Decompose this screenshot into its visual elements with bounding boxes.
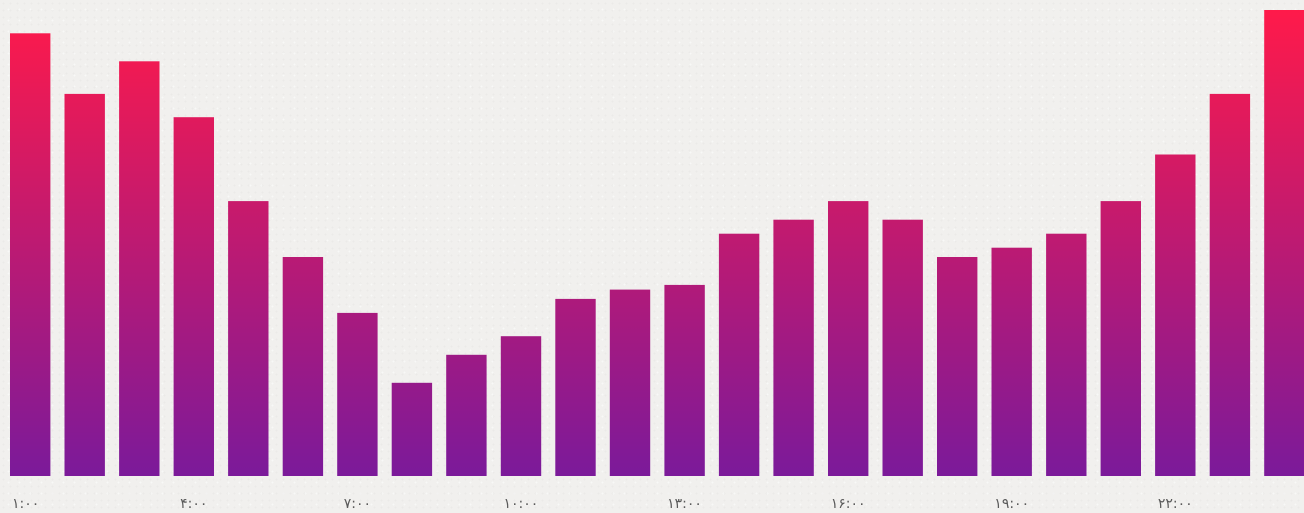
bar-9	[446, 354, 487, 476]
bar-14	[718, 233, 760, 476]
bar-13	[664, 284, 705, 476]
x-tick-label: ۱:۰۰	[12, 496, 39, 512]
bar-6	[282, 257, 324, 476]
bar-19	[991, 247, 1032, 476]
x-tick-label: ۲۲:۰۰	[1158, 496, 1193, 512]
bar-15	[773, 219, 814, 476]
bar-10	[500, 336, 542, 476]
bar-11	[555, 298, 596, 476]
x-tick-label: ۱۹:۰۰	[994, 496, 1029, 512]
x-tick-label: ۱۰:۰۰	[504, 496, 539, 512]
bar-2	[64, 93, 105, 477]
bar-4	[173, 117, 214, 476]
bar-8	[391, 382, 433, 476]
x-tick-label: ۱۶:۰۰	[831, 496, 866, 512]
x-tick-label: ۱۳:۰۰	[667, 496, 702, 512]
x-tick-label: ۷:۰۰	[344, 496, 371, 512]
bar-17	[882, 219, 923, 476]
bar-22	[1155, 154, 1196, 476]
bar-23	[1209, 93, 1251, 477]
x-tick-label: ۴:۰۰	[180, 496, 207, 512]
bar-3	[119, 61, 160, 477]
bar-7	[337, 312, 378, 476]
bar-12	[609, 289, 651, 476]
x-tick-labels: ۱:۰۰ ۴:۰۰ ۷:۰۰ ۱۰:۰۰ ۱۳:۰۰ ۱۶:۰۰ ۱۹:۰۰ ۲۲:۰۰	[12, 496, 1193, 512]
bar-21	[1100, 201, 1141, 476]
bars-group	[10, 10, 1304, 477]
bar-5	[228, 201, 269, 476]
bar-16	[828, 201, 869, 476]
bar-18	[937, 257, 978, 476]
bar-1	[10, 33, 51, 477]
bar-20	[1046, 233, 1087, 476]
bar-24	[1264, 10, 1304, 476]
